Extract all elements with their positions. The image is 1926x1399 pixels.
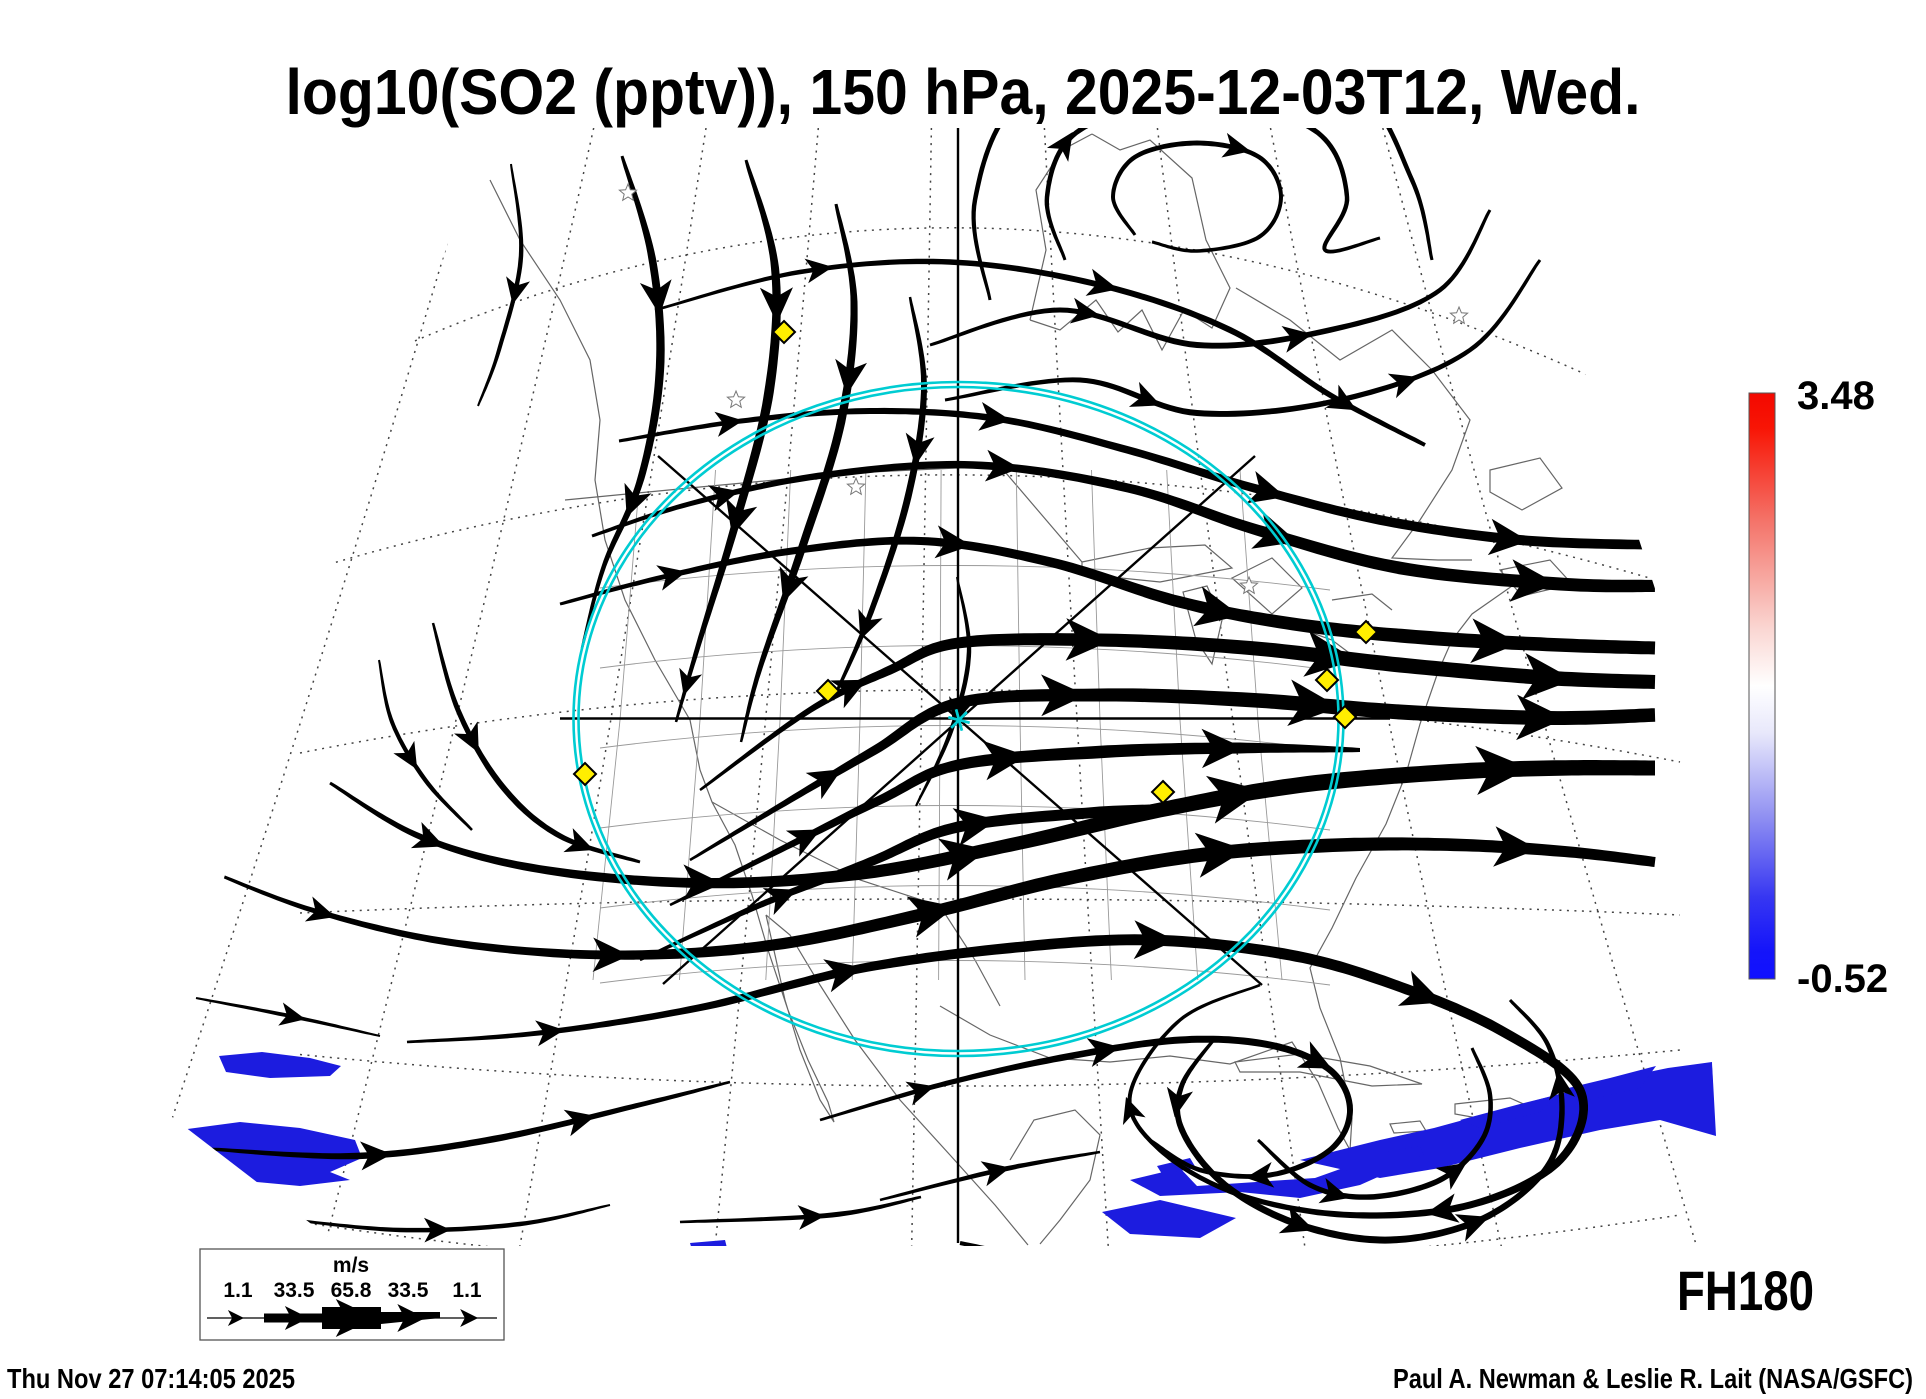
svg-text:65.8: 65.8 — [331, 1279, 372, 1302]
svg-text:Paul A. Newman & Leslie R. Lai: Paul A. Newman & Leslie R. Lait (NASA/GS… — [1393, 1363, 1913, 1394]
svg-text:FH180: FH180 — [1677, 1259, 1814, 1322]
svg-text:33.5: 33.5 — [388, 1279, 429, 1302]
svg-text:-0.52: -0.52 — [1797, 957, 1888, 1001]
svg-text:33.5: 33.5 — [274, 1279, 315, 1302]
svg-text:log10(SO2 (pptv)), 150 hPa, 20: log10(SO2 (pptv)), 150 hPa, 2025-12-03T1… — [286, 56, 1641, 128]
svg-text:1.1: 1.1 — [452, 1279, 482, 1302]
svg-text:3.48: 3.48 — [1797, 374, 1875, 418]
svg-text:1.1: 1.1 — [223, 1279, 253, 1302]
svg-text:m/s: m/s — [333, 1254, 369, 1277]
svg-text:Thu Nov 27 07:14:05 2025: Thu Nov 27 07:14:05 2025 — [7, 1363, 295, 1394]
